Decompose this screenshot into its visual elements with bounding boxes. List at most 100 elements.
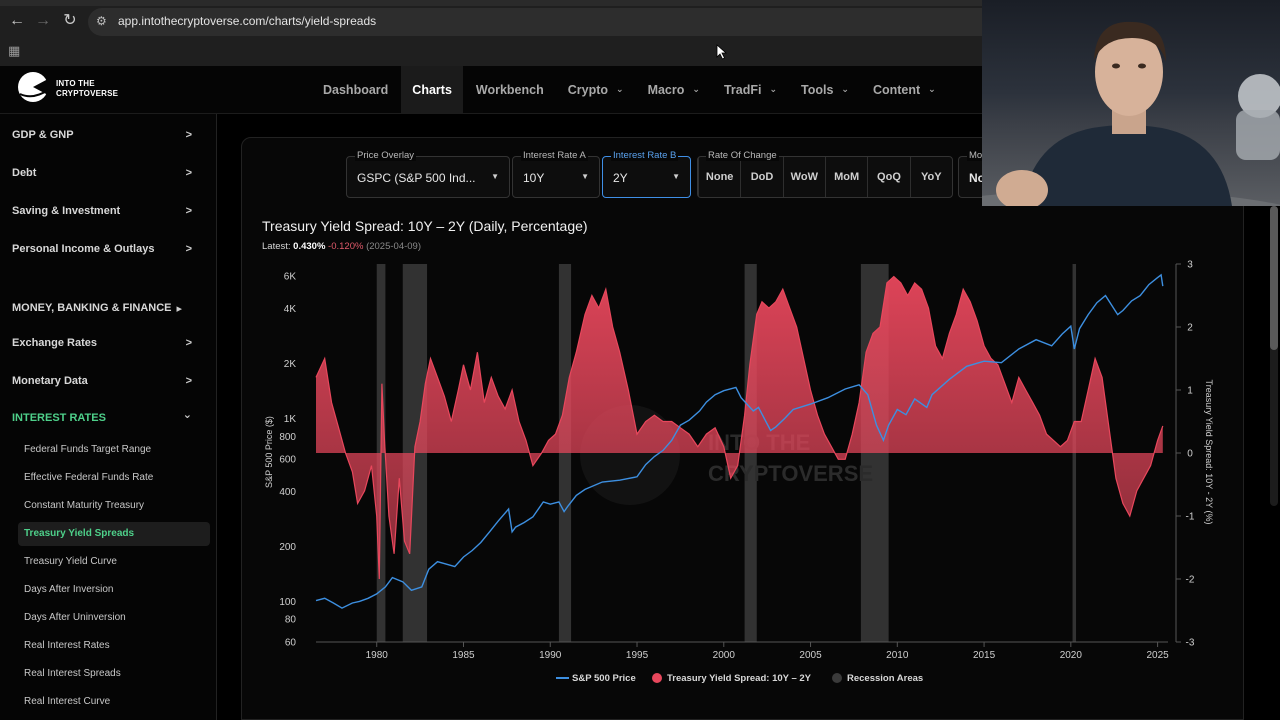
page-scrollbar-track[interactable] [1270,206,1278,506]
sidebar-item-real-interest-rates[interactable]: Real Interest Rates [24,640,110,651]
x-tick-label: 2010 [886,650,909,661]
sidebar-section-saving[interactable]: Saving & Investment > [12,205,196,217]
nav-workbench[interactable]: Workbench [465,66,555,113]
sidebar-group-money-banking[interactable]: MONEY, BANKING & FINANCE ▸ [12,302,182,315]
sidebar-section-gdp[interactable]: GDP & GNP > [12,129,196,141]
sidebar-section-label: INTEREST RATES [12,412,106,424]
nav-label: Crypto [567,82,609,97]
dropdown-caret-icon: ▼ [491,172,499,181]
url-text: app.intothecryptoverse.com/charts/yield-… [118,14,377,28]
y-left-tick-label: 80 [285,615,297,626]
cryptoverse-logo-icon[interactable] [16,70,50,104]
legend-spread-label[interactable]: Treasury Yield Spread: 10Y – 2Y [667,673,812,684]
roc-option-qoq[interactable]: QoQ [867,157,909,197]
roc-option-yoy[interactable]: YoY [909,157,952,197]
nav-label: Workbench [475,82,544,97]
sidebar-item-days-after-inversion[interactable]: Days After Inversion [24,584,114,595]
x-tick-label: 2020 [1060,650,1083,661]
page-scrollbar-thumb[interactable] [1270,206,1278,350]
latest-value: 0.430% [293,241,326,252]
x-tick-label: 2025 [1146,650,1169,661]
nav-label: Tools [801,82,834,97]
forward-button[interactable]: → [35,12,51,29]
webcam-person-eye [1112,63,1120,69]
latest-readout: Latest: 0.430% -0.120% (2025-04-09) [262,241,421,252]
x-tick-label: 2000 [713,650,736,661]
sidebar-item-effective-federal-funds-rate[interactable]: Effective Federal Funds Rate [24,472,154,483]
price-overlay-value: GSPC (S&P 500 Ind... [357,171,476,185]
webcam-astronaut-icon [1238,74,1280,118]
nav-label: Macro [647,82,685,97]
interest-rate-b-value: 2Y [613,171,628,185]
legend-sp500-label[interactable]: S&P 500 Price [572,673,636,684]
latest-date: (2025-04-09) [366,241,421,252]
caret-right-icon: ▸ [176,303,182,315]
roc-option-wow[interactable]: WoW [782,157,825,197]
y-left-tick-label: 600 [279,455,296,466]
chevron-down-icon: ⌄ [182,409,192,421]
webcam-person-hand [996,170,1048,206]
nav-content[interactable]: Content ⌄ [862,66,947,113]
sidebar-item-treasury-yield-spreads[interactable]: Treasury Yield Spreads [24,528,135,539]
apps-grid-icon[interactable]: ▦ [8,43,21,58]
reload-button[interactable]: ↻ [63,12,77,29]
sidebar-section-exchange-rates[interactable]: Exchange Rates > [12,337,196,349]
address-bar[interactable]: ⚙ app.intothecryptoverse.com/charts/yiel… [88,8,982,36]
webcam-person-hair [1094,21,1166,62]
site-settings-icon[interactable]: ⚙ [96,14,107,28]
chart-title: Treasury Yield Spread: 10Y – 2Y (Daily, … [262,218,588,234]
logo-wordmark[interactable]: INTO THE CRYPTOVERSE [56,79,118,99]
moving-average-value: No [969,171,985,185]
roc-option-none[interactable]: None [698,157,740,197]
latest-label: Latest: [262,241,291,252]
sidebar-item-federal-funds-target-range[interactable]: Federal Funds Target Range [24,444,152,455]
nav-tools[interactable]: Tools ⌄ [790,66,860,113]
roc-option-mom[interactable]: MoM [824,157,867,197]
legend-recession-label[interactable]: Recession Areas [847,673,923,684]
sidebar-item-real-interest-curve[interactable]: Real Interest Curve [24,696,111,707]
interest-rate-a-value: 10Y [523,171,545,185]
chevron-right-icon: > [185,129,192,141]
sidebar-item-constant-maturity-treasury[interactable]: Constant Maturity Treasury [24,500,145,511]
back-button[interactable]: ← [9,12,25,29]
sidebar-item-treasury-yield-curve[interactable]: Treasury Yield Curve [24,556,117,567]
nav-charts[interactable]: Charts [401,66,463,113]
y-left-tick-label: 60 [285,638,297,649]
interest-rate-a-select[interactable]: Interest Rate A 10Y ▼ [512,150,600,198]
chevron-down-icon: ⌄ [841,84,849,94]
chevron-right-icon: > [185,167,192,179]
sidebar-section-debt[interactable]: Debt > [12,167,196,179]
x-tick-label: 2005 [799,650,822,661]
sidebar-item-real-interest-spreads[interactable]: Real Interest Spreads [24,668,121,679]
y-right-tick-label: -1 [1186,512,1195,523]
sidebar-item-days-after-uninversion[interactable]: Days After Uninversion [24,612,126,623]
roc-option-dod[interactable]: DoD [740,157,782,197]
sidebar-section-personal-income[interactable]: Personal Income & Outlays > [12,243,196,255]
nav-dashboard[interactable]: Dashboard [312,66,399,113]
dropdown-caret-icon: ▼ [581,172,589,181]
interest-rate-b-select[interactable]: Interest Rate B 2Y ▼ [602,150,691,198]
x-tick-label: 1995 [626,650,649,661]
app-header: INTO THE CRYPTOVERSE Dashboard Charts Wo… [0,66,982,114]
sidebar-section-monetary-data[interactable]: Monetary Data > [12,375,196,387]
chevron-down-icon: ⌄ [928,84,936,94]
y-right-tick-label: 2 [1187,323,1193,334]
chevron-down-icon: ⌄ [616,84,624,94]
webcam-astronaut-body [1236,110,1280,160]
chevron-right-icon: > [185,243,192,255]
interest-rate-b-label: Interest Rate B [611,150,679,161]
y-right-axis-label: Treasury Yield Spread: 10Y - 2Y (%) [1204,380,1214,525]
y-left-tick-label: 6K [284,272,297,283]
nav-tradfi[interactable]: TradFi ⌄ [713,66,788,113]
chevron-right-icon: > [185,205,192,217]
top-navigation: Dashboard Charts Workbench Crypto ⌄ Macro… [312,66,949,113]
price-overlay-select[interactable]: Price Overlay GSPC (S&P 500 Ind... ▼ [346,150,510,198]
nav-crypto[interactable]: Crypto ⌄ [557,66,635,113]
x-tick-label: 1985 [452,650,475,661]
sidebar-section-label: Personal Income & Outlays [12,243,155,255]
nav-label: Charts [412,82,452,97]
nav-macro[interactable]: Macro ⌄ [637,66,711,113]
sp500-line [315,273,1164,609]
sidebar-section-interest-rates[interactable]: INTEREST RATES ⌄ [12,409,196,424]
